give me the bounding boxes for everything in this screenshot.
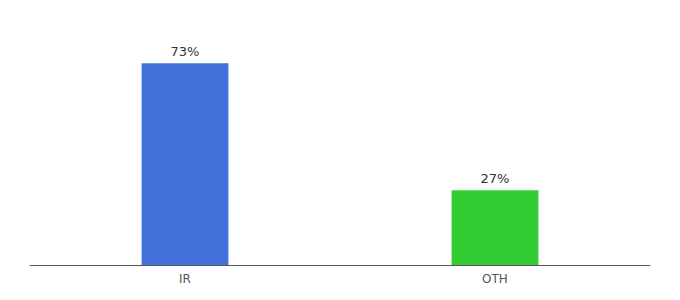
svg-text:27%: 27% [481,171,510,186]
svg-text:IR: IR [179,272,191,286]
svg-text:OTH: OTH [482,272,508,286]
svg-text:73%: 73% [171,44,200,59]
